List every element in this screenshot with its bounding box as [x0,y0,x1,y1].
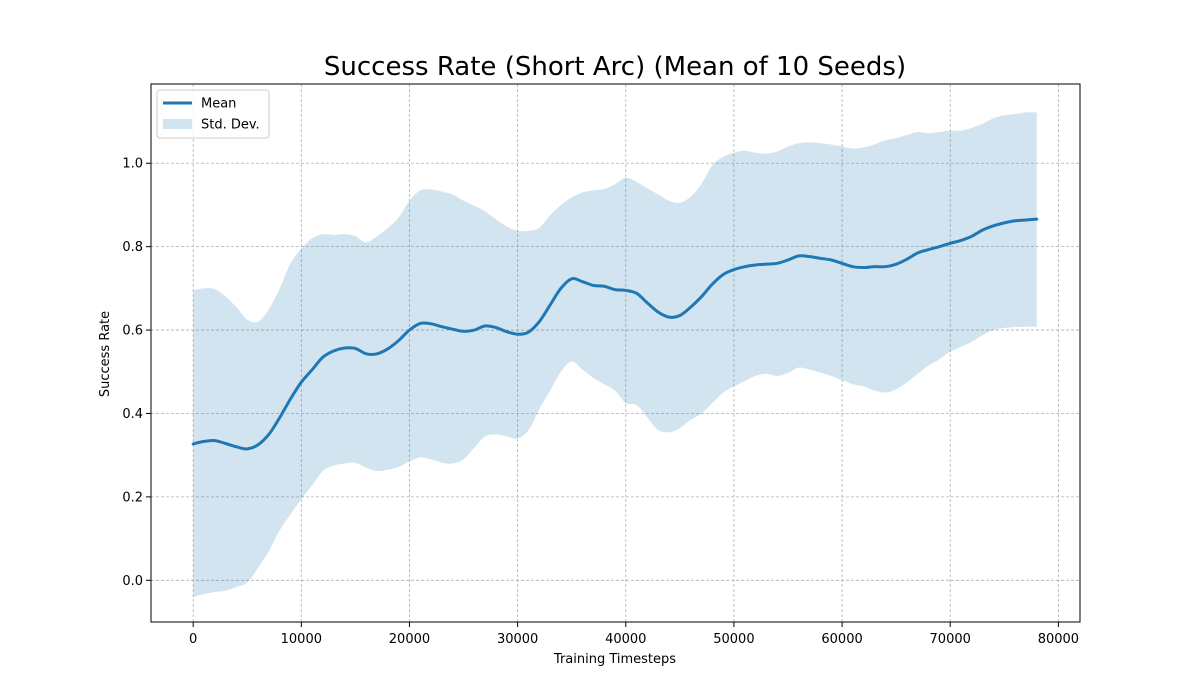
mean-line [191,217,1039,451]
y-axis-ticks: 0.0 0.2 0.4 0.6 0.8 1.0 [122,157,151,589]
legend: Mean Std. Dev. [156,89,270,139]
x-tick-label: 60000 [821,632,862,647]
x-tick-label: 30000 [497,632,538,647]
chart-title: Success Rate (Short Arc) (Mean of 10 See… [324,52,906,82]
plot-area-frame [150,83,1081,623]
x-tick-label: 50000 [713,632,754,647]
legend-label: Std. Dev. [201,118,260,133]
x-tick-label: 80000 [1038,632,1079,647]
legend-band-swatch [163,119,192,129]
x-tick-label: 40000 [605,632,646,647]
mean-line-layer [191,217,1039,451]
y-tick-label: 0.6 [122,324,143,339]
y-tick-label: 0.8 [122,240,143,255]
y-tick-label: 0.2 [122,490,143,505]
x-tick-label: 70000 [930,632,971,647]
y-axis-label: Success Rate [98,311,113,397]
y-tick-label: 1.0 [122,157,143,172]
legend-label: Mean [201,97,236,112]
x-axis-ticks: 0 10000 20000 30000 40000 50000 60000 70000 8000… [189,622,1079,647]
x-tick-label: 20000 [389,632,430,647]
std-dev-band-layer [193,112,1037,597]
x-tick-label: 10000 [281,632,322,647]
std-dev-band [193,112,1037,597]
x-tick-label: 0 [189,632,197,647]
y-tick-label: 0.4 [122,407,143,422]
x-axis-label: Training Timesteps [553,652,676,667]
y-tick-label: 0.0 [122,574,143,589]
